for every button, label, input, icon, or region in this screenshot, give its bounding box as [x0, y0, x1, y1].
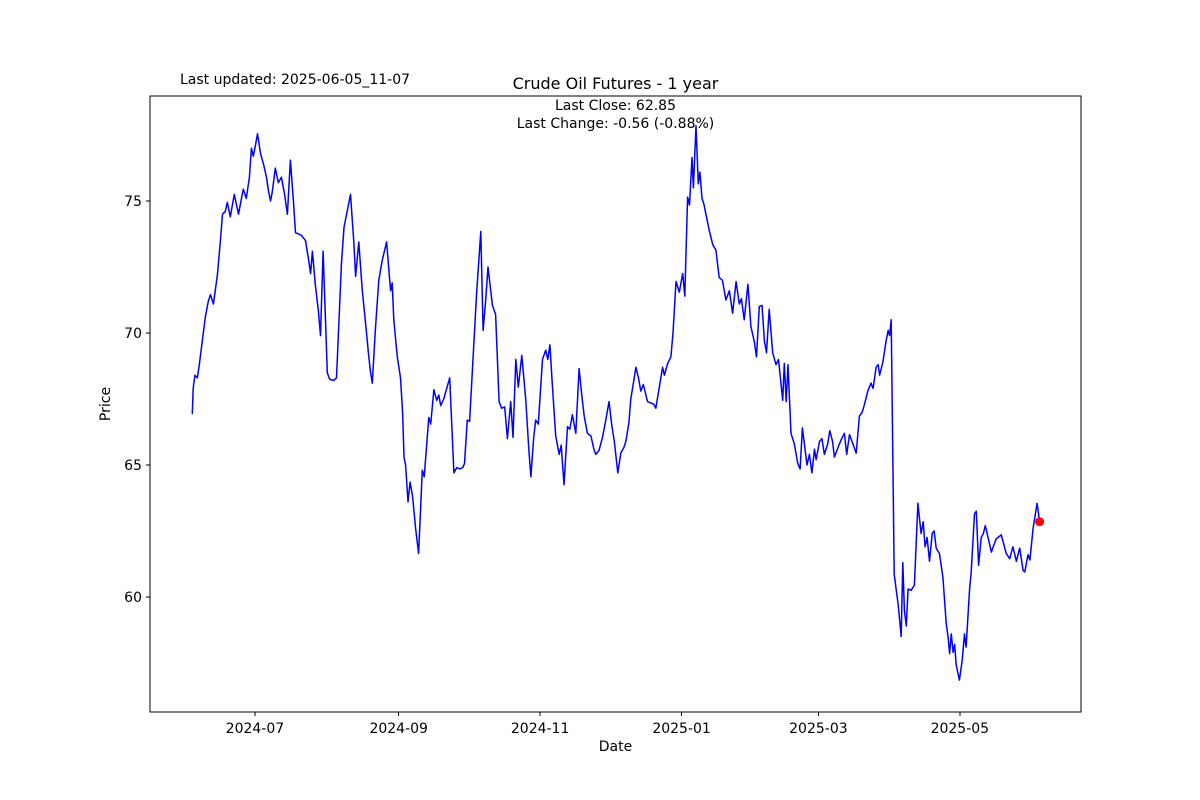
- plot-area: 2024-07 2024-09 2024-11 2025-01 2025-03 2025-…: [124, 95, 1082, 737]
- last-close-marker: [1035, 517, 1045, 527]
- chart-title: Crude Oil Futures - 1 year: [513, 74, 719, 93]
- y-tick-label: 75: [124, 194, 142, 210]
- y-tick-label: 65: [124, 458, 142, 474]
- x-tick-label: 2024-11: [511, 721, 570, 737]
- x-tick-label: 2024-07: [226, 721, 285, 737]
- x-tick-label: 2025-03: [789, 721, 848, 737]
- x-tick-label: 2024-09: [369, 721, 428, 737]
- x-tick-label: 2025-05: [931, 721, 990, 737]
- y-axis-label: Price: [98, 387, 114, 421]
- y-tick-label: 70: [124, 326, 142, 342]
- last-updated-text: Last updated: 2025-06-05_11-07: [180, 72, 410, 88]
- y-tick-label: 60: [124, 590, 142, 606]
- last-change-annotation: Last Change: -0.56 (-0.88%): [517, 116, 715, 132]
- last-close-annotation: Last Close: 62.85: [555, 98, 676, 114]
- x-axis-label: Date: [599, 739, 632, 755]
- axes-box: [149, 95, 1082, 713]
- x-tick-label: 2025-01: [652, 721, 711, 737]
- price-line: [191, 125, 1041, 681]
